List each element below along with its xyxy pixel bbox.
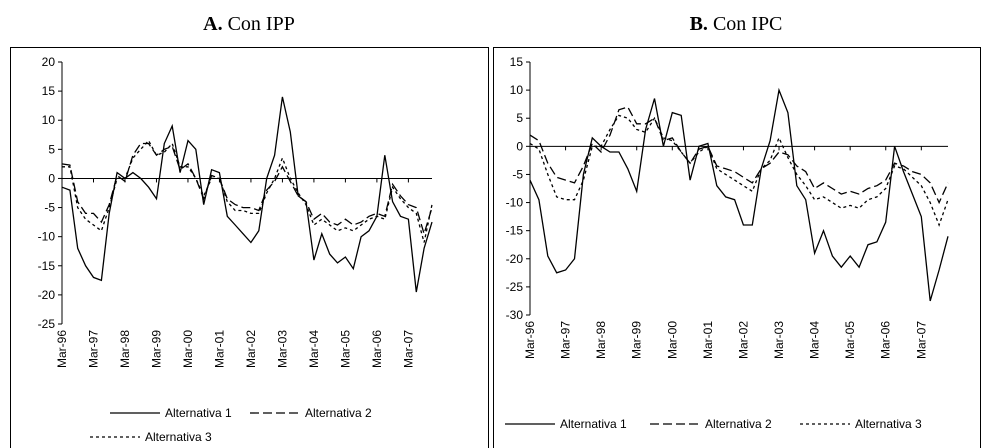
panel-label: B. [690, 13, 708, 35]
y-tick-label: -10 [506, 196, 524, 210]
x-tick-label: Mar-00 [665, 321, 679, 359]
x-tick-label: Mar-00 [181, 330, 195, 368]
y-tick-label: -20 [38, 288, 56, 302]
series-line [529, 87, 949, 302]
legend-label: Alternativa 3 [855, 417, 922, 431]
x-tick-label: Mar-07 [401, 330, 415, 368]
x-tick-label: Mar-02 [736, 321, 750, 359]
y-tick-label: 0 [516, 139, 523, 153]
chart-frame [10, 47, 489, 448]
y-tick-label: -15 [506, 224, 524, 238]
y-tick-label: -15 [38, 259, 56, 273]
y-tick-label: 5 [516, 111, 523, 125]
series-line [529, 106, 949, 205]
legend-label: Alternativa 2 [305, 406, 372, 420]
y-tick-label: -30 [506, 308, 524, 322]
legend-label: Alternativa 1 [165, 406, 232, 420]
y-tick-label: -10 [38, 230, 56, 244]
y-tick-label: -5 [512, 167, 523, 181]
y-tick-label: 10 [42, 113, 56, 127]
x-tick-label: Mar-98 [594, 321, 608, 359]
legend-label: Alternativa 1 [560, 417, 627, 431]
series-line [61, 96, 433, 293]
y-tick-label: 20 [42, 55, 56, 69]
x-tick-label: Mar-98 [118, 330, 132, 368]
x-tick-label: Mar-01 [212, 330, 226, 368]
x-tick-label: Mar-05 [843, 321, 857, 359]
y-tick-label: -25 [506, 280, 524, 294]
x-tick-label: Mar-06 [879, 321, 893, 359]
x-tick-label: Mar-05 [338, 330, 352, 368]
x-tick-label: Mar-03 [772, 321, 786, 359]
chart-title: A. Con IPP [203, 13, 295, 35]
x-tick-label: Mar-02 [244, 330, 258, 368]
x-tick-label: Mar-03 [275, 330, 289, 368]
y-tick-label: -20 [506, 252, 524, 266]
x-tick-label: Mar-96 [55, 330, 69, 368]
title-text: Con IPC [713, 13, 782, 35]
series-line [62, 139, 433, 243]
chart-frame [493, 47, 981, 448]
y-tick-label: 5 [48, 142, 55, 156]
x-tick-label: Mar-06 [370, 330, 384, 368]
y-tick-label: 15 [42, 84, 56, 98]
legend-label: Alternativa 2 [705, 417, 772, 431]
y-tick-label: 10 [510, 83, 524, 97]
legend-label: Alternativa 3 [145, 430, 212, 444]
y-tick-label: 0 [48, 171, 55, 185]
x-tick-label: Mar-96 [523, 321, 537, 359]
series-line [61, 142, 433, 237]
panel-label: A. [203, 13, 222, 35]
y-tick-label: -25 [38, 317, 56, 331]
x-tick-label: Mar-04 [307, 330, 321, 368]
x-tick-label: Mar-99 [630, 321, 644, 359]
x-tick-label: Mar-97 [559, 321, 573, 359]
x-tick-label: Mar-01 [701, 321, 715, 359]
x-tick-label: Mar-07 [914, 321, 928, 359]
y-tick-label: 15 [510, 55, 524, 69]
x-tick-label: Mar-04 [808, 321, 822, 359]
x-tick-label: Mar-99 [149, 330, 163, 368]
title-text: Con IPP [228, 13, 295, 35]
chart-title: B. Con IPC [690, 13, 783, 35]
y-tick-label: -5 [44, 201, 55, 215]
series-line [529, 114, 949, 227]
x-tick-label: Mar-97 [86, 330, 100, 368]
